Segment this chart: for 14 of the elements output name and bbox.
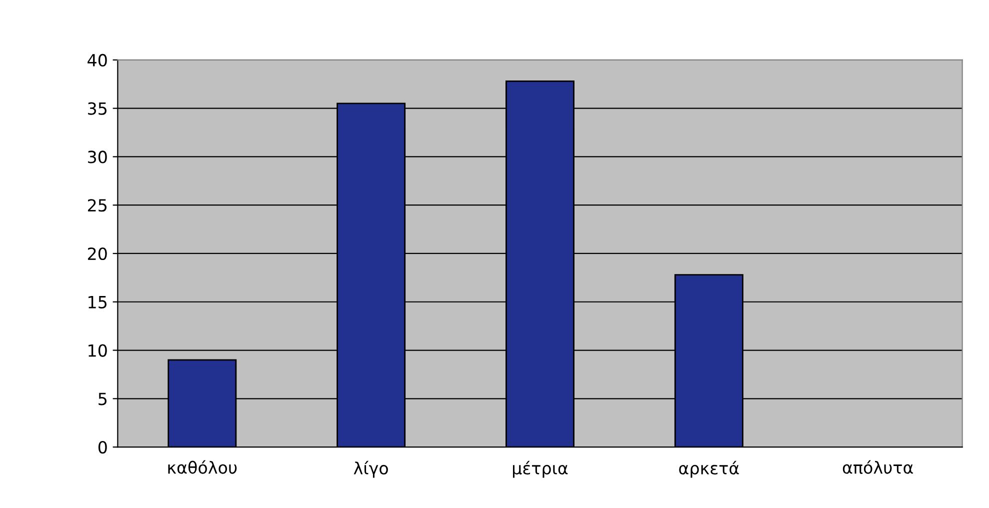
y-tick-label: 25: [88, 199, 107, 212]
y-tick-label: 10: [88, 344, 107, 357]
x-tick-label: λίγο: [354, 460, 388, 478]
x-tick-label: καθόλου: [168, 460, 237, 474]
x-tick-label: μέτρια: [512, 460, 568, 478]
y-tick-label: 35: [88, 102, 107, 115]
y-tick-label: 5: [98, 392, 107, 406]
x-tick-label: αρκετά: [679, 460, 739, 478]
y-tick-label: 0: [98, 441, 107, 454]
y-tick-label: 40: [88, 54, 107, 67]
x-tick-label: απόλυτα: [842, 460, 913, 474]
y-tick-label: 30: [88, 150, 107, 164]
y-tick-label: 20: [88, 247, 107, 260]
y-tick-label: 15: [88, 296, 107, 308]
